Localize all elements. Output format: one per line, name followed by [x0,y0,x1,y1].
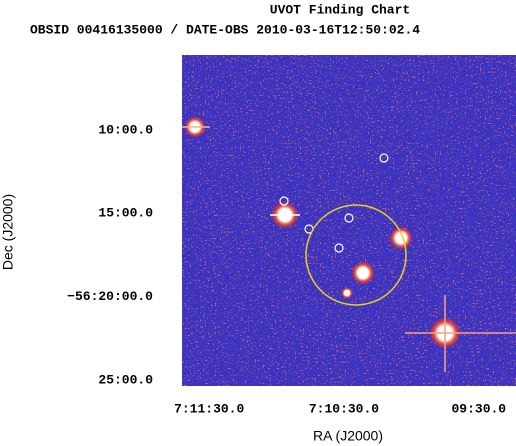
chart-title: UVOT Finding Chart [270,2,410,17]
source-markers [279,153,389,253]
sky-image [182,55,516,386]
error-circle [305,204,407,306]
y-tick-label: −56:20:00.0 [67,289,153,304]
x-axis-label: RA (J2000) [313,428,383,444]
x-tick-label: 7:10:30.0 [309,401,379,416]
x-tick-label: 7:11:30.0 [174,401,244,416]
y-tick-label: 15:00.0 [98,206,153,221]
bright-stars [182,116,516,372]
x-tick-label: 09:30.0 [451,401,506,416]
y-axis-label: Dec (J2000) [0,194,16,270]
chart-subtitle: OBSID 00416135000 / DATE-OBS 2010-03-16T… [30,22,420,37]
y-tick-label: 10:00.0 [98,122,153,137]
y-tick-label: 25:00.0 [98,372,153,387]
